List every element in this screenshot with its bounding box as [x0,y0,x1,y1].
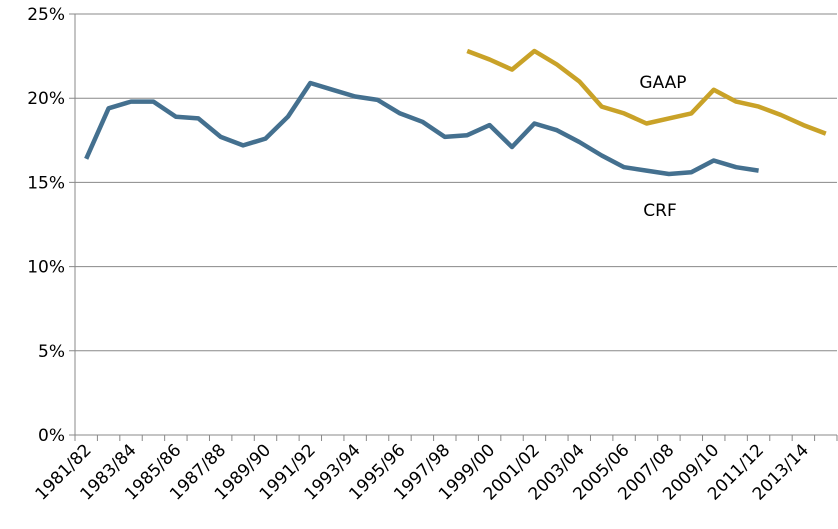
series-line [466,48,827,136]
series-line [84,80,759,177]
y-tick-label: 5% [38,342,65,362]
y-tick-label: 10% [27,258,65,278]
series-label: CRF [643,201,676,221]
y-tick-label: 0% [38,426,65,446]
series-label: GAAP [639,73,686,93]
y-tick-label: 20% [27,89,65,109]
y-tick-label: 25% [27,5,65,25]
y-tick-label: 15% [27,173,65,193]
